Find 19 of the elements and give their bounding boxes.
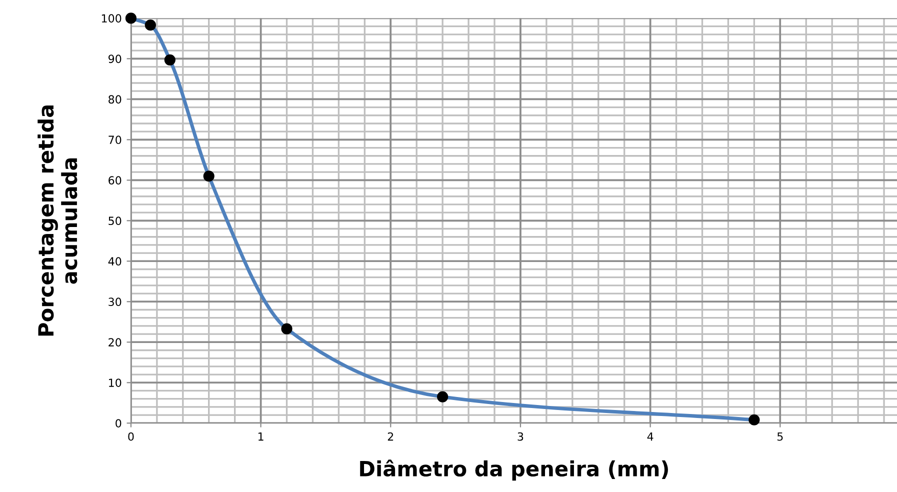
y-tick-label: 30 (108, 298, 122, 306)
y-tick-label: 80 (108, 95, 122, 104)
x-tick-label: 1 (258, 432, 264, 441)
x-tick-label: 5 (777, 432, 783, 441)
y-tick-label: 0 (116, 419, 122, 428)
y-tick-label: 60 (108, 176, 122, 185)
y-tick-label: 50 (108, 216, 122, 226)
y-axis-title: Porcentagem retida acumulada (38, 105, 78, 336)
x-tick-label: 0 (128, 432, 134, 441)
y-tick-label: 70 (108, 136, 122, 144)
y-tick-label: 90 (108, 54, 122, 64)
x-axis-title: Diâmetro da peneira (mm) (360, 460, 668, 481)
y-tick-label: 40 (108, 257, 122, 266)
x-tick-label: 4 (647, 432, 654, 441)
y-tick-label: 20 (108, 338, 122, 347)
y-tick-label: 100 (102, 14, 122, 23)
x-tick-label: 2 (388, 432, 394, 441)
y-tick-label: 10 (109, 378, 122, 388)
x-tick-label: 3 (518, 432, 524, 441)
